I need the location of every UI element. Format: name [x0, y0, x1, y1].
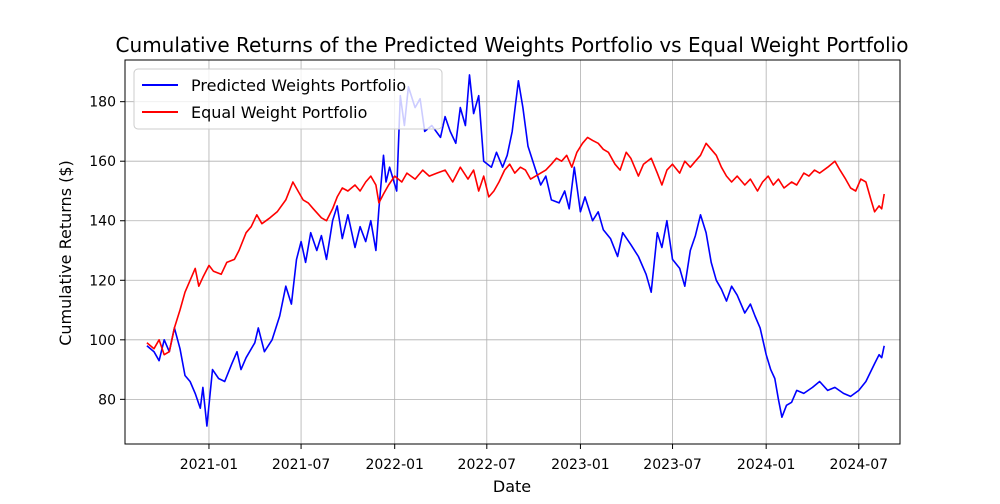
x-axis-label: Date	[493, 477, 531, 496]
y-tick-label: 100	[89, 333, 116, 349]
plot-frame	[124, 59, 901, 445]
x-tick-label: 2024-07	[830, 457, 889, 473]
legend-label: Equal Weight Portfolio	[191, 103, 367, 122]
legend-label: Predicted Weights Portfolio	[191, 76, 406, 95]
chart-title: Cumulative Returns of the Predicted Weig…	[116, 33, 909, 57]
y-axis-label: Cumulative Returns ($)	[56, 160, 75, 346]
y-tick-label: 120	[89, 273, 116, 289]
x-tick-label: 2021-01	[180, 457, 239, 473]
x-tick-label: 2024-01	[737, 457, 796, 473]
axis-ticks: 2021-01 2021-07 2022-01 2022-07 2023-01 2023-…	[89, 95, 888, 473]
y-tick-label: 140	[89, 214, 116, 230]
x-tick-label: 2023-07	[643, 457, 702, 473]
series-line-predicted-weights-portfolio	[146, 74, 885, 427]
x-tick-label: 2022-01	[365, 457, 424, 473]
series-lines	[146, 74, 885, 427]
x-tick-label: 2021-07	[272, 457, 331, 473]
y-tick-label: 160	[89, 154, 116, 170]
x-tick-label: 2022-07	[458, 457, 517, 473]
y-tick-label: 80	[98, 392, 116, 408]
legend-box	[133, 68, 443, 130]
legend: Predicted Weights Portfolio Equal Weight …	[133, 68, 443, 130]
y-tick-label: 180	[89, 95, 116, 111]
x-tick-label: 2023-01	[551, 457, 610, 473]
series-line-equal-weight-portfolio	[146, 136, 885, 356]
